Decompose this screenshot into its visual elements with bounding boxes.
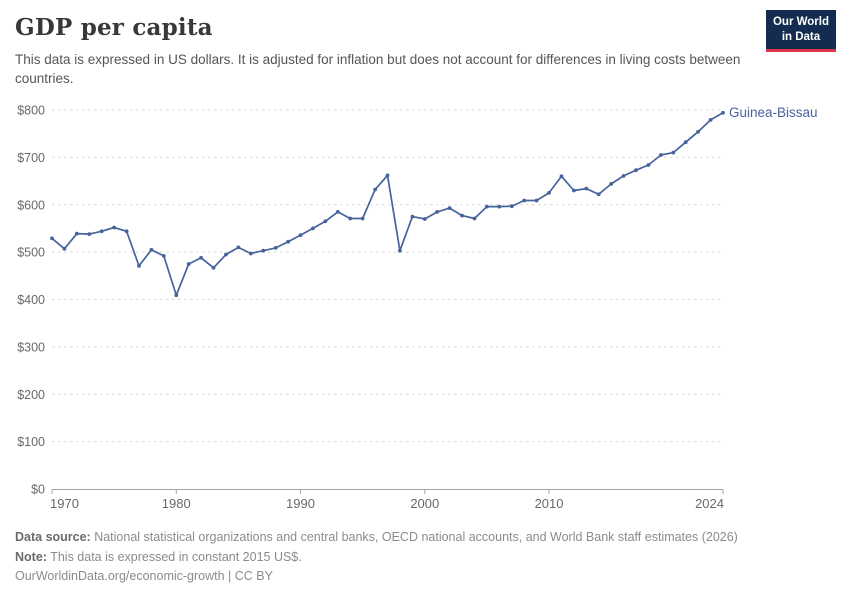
page-title: GDP per capita xyxy=(15,14,213,41)
y-tick-label: $700 xyxy=(17,151,45,165)
data-point[interactable] xyxy=(509,204,514,209)
x-tick-label: 2024 xyxy=(695,496,724,511)
data-point[interactable] xyxy=(124,229,129,234)
data-point[interactable] xyxy=(659,153,663,157)
data-point[interactable] xyxy=(335,210,340,214)
data-point[interactable] xyxy=(137,264,141,268)
data-point[interactable] xyxy=(621,174,626,178)
data-point[interactable] xyxy=(559,174,564,179)
data-point[interactable] xyxy=(286,239,290,244)
footer-link: OurWorldinData.org/economic-growth | CC … xyxy=(15,569,273,583)
data-point[interactable] xyxy=(534,198,539,203)
data-point[interactable] xyxy=(261,248,266,253)
data-point[interactable] xyxy=(447,206,452,211)
data-point[interactable] xyxy=(323,219,328,224)
note-text: This data is expressed in constant 2015 … xyxy=(46,549,302,564)
data-point[interactable] xyxy=(236,245,241,250)
chart-subtitle: This data is expressed in US dollars. It… xyxy=(15,52,741,86)
data-point[interactable] xyxy=(75,231,79,236)
y-tick-label: $100 xyxy=(17,435,45,449)
data-point[interactable] xyxy=(62,246,67,251)
data-point[interactable] xyxy=(410,214,415,219)
data-point[interactable] xyxy=(348,216,353,221)
x-tick-label: 2000 xyxy=(410,496,439,511)
data-point[interactable] xyxy=(435,210,440,214)
y-tick-label: $500 xyxy=(17,246,45,260)
data-point[interactable] xyxy=(211,265,216,270)
y-tick-label: $400 xyxy=(17,293,45,307)
data-point[interactable] xyxy=(485,204,489,209)
data-point[interactable] xyxy=(472,216,477,221)
x-tick-label: 1970 xyxy=(50,496,79,511)
data-source-line: Data source: National statistical organi… xyxy=(15,528,738,548)
y-tick-label: $0 xyxy=(31,483,45,497)
entity-label: Guinea-Bissau xyxy=(729,105,818,120)
data-point[interactable] xyxy=(273,246,278,250)
data-point[interactable] xyxy=(311,226,315,231)
y-tick-label: $300 xyxy=(17,340,45,354)
data-point[interactable] xyxy=(671,150,676,155)
data-point[interactable] xyxy=(50,236,54,241)
x-tick-label: 1980 xyxy=(162,496,191,511)
data-point[interactable] xyxy=(112,225,116,230)
data-point[interactable] xyxy=(161,254,166,258)
data-point[interactable] xyxy=(572,188,576,193)
data-point[interactable] xyxy=(149,247,154,252)
data-point[interactable] xyxy=(646,163,651,167)
data-point[interactable] xyxy=(385,173,390,178)
data-point[interactable] xyxy=(99,229,104,234)
data-point[interactable] xyxy=(422,217,427,221)
owid-logo[interactable]: Our World in Data xyxy=(765,10,836,52)
data-point[interactable] xyxy=(186,262,191,266)
gdp-line[interactable] xyxy=(51,112,724,297)
data-point[interactable] xyxy=(460,213,464,218)
x-tick-label: 1990 xyxy=(286,496,315,511)
data-point[interactable] xyxy=(248,251,253,256)
data-point[interactable] xyxy=(174,293,179,298)
series-guinea-bissau[interactable] xyxy=(50,110,725,298)
note-line: Note: This data is expressed in constant… xyxy=(15,548,738,568)
data-point[interactable] xyxy=(373,187,377,192)
y-tick-label: $800 xyxy=(17,104,45,118)
data-point[interactable] xyxy=(398,248,402,253)
data-point[interactable] xyxy=(721,110,725,115)
data-point[interactable] xyxy=(522,198,527,203)
data-point[interactable] xyxy=(596,192,601,197)
data-point[interactable] xyxy=(199,255,204,260)
data-point[interactable] xyxy=(683,140,688,145)
owid-logo-line1: Our World xyxy=(772,16,829,28)
chart-footer: Data source: National statistical organi… xyxy=(15,528,738,587)
data-point[interactable] xyxy=(708,118,713,122)
owid-logo-line2: in Data xyxy=(781,30,821,43)
data-point[interactable] xyxy=(584,186,589,191)
data-point[interactable] xyxy=(298,233,303,238)
y-tick-label: $200 xyxy=(17,388,45,402)
data-point[interactable] xyxy=(696,129,700,134)
y-tick-label: $600 xyxy=(17,198,45,212)
data-point[interactable] xyxy=(634,168,638,173)
data-point[interactable] xyxy=(224,252,228,257)
data-point[interactable] xyxy=(87,232,92,237)
data-source-label: Data source: xyxy=(15,530,91,544)
data-point[interactable] xyxy=(547,191,551,195)
data-point[interactable] xyxy=(360,216,365,221)
data-point[interactable] xyxy=(497,204,502,209)
data-point[interactable] xyxy=(609,182,614,186)
x-tick-label: 2010 xyxy=(535,496,564,511)
note-label: Note: xyxy=(15,549,47,564)
data-source-text: National statistical organizations and c… xyxy=(90,530,738,544)
